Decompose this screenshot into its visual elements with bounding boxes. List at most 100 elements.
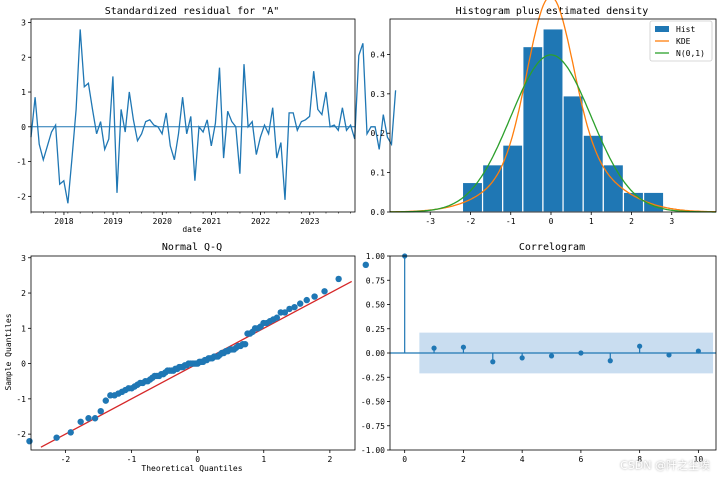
- histogram-bar: [582, 134, 604, 213]
- x-tick-label: 2022: [251, 217, 270, 226]
- acf-marker: [519, 355, 525, 361]
- y-tick-label: 0: [21, 123, 26, 132]
- y-tick-label: 0.2: [371, 129, 386, 138]
- histogram-bar: [481, 164, 504, 213]
- x-tick-label: -3: [425, 217, 435, 226]
- y-axis-label: Sample Quantiles: [4, 313, 13, 390]
- histogram-bar: [522, 45, 544, 213]
- y-tick-label: -2: [16, 430, 26, 439]
- x-tick-label: 2020: [153, 217, 172, 226]
- y-tick-label: 0.3: [371, 90, 386, 99]
- y-tick-label: -0.50: [361, 398, 385, 407]
- y-tick-label: 0.4: [371, 50, 386, 59]
- qq-point: [281, 309, 289, 316]
- qq-point: [335, 275, 342, 283]
- y-tick-label: -0.25: [361, 373, 385, 382]
- qq-point: [303, 296, 310, 304]
- x-axis-label: Theoretical Quantiles: [141, 464, 242, 473]
- y-tick-label: 2: [21, 53, 26, 62]
- y-tick-label: 0.00: [366, 349, 385, 358]
- qq-point: [291, 303, 298, 311]
- qq-point: [102, 397, 109, 404]
- y-tick-label: 0: [21, 360, 26, 369]
- histogram-bar: [461, 181, 484, 213]
- y-tick-label: 1: [21, 324, 26, 333]
- y-tick-label: 3: [21, 18, 26, 27]
- qq-point: [273, 314, 281, 321]
- y-tick-label: 0.25: [366, 325, 385, 334]
- y-tick-label: 1: [21, 88, 26, 97]
- x-tick-label: 3: [669, 217, 674, 226]
- x-tick-label: 2023: [300, 217, 319, 226]
- qq-point: [311, 293, 318, 300]
- chart-title: Histogram plus estimated density: [456, 6, 649, 17]
- x-tick-label: 2: [327, 455, 332, 464]
- x-tick-label: 10: [694, 455, 704, 464]
- chart-title: Correlogram: [519, 242, 585, 253]
- legend-label: KDE: [676, 37, 691, 46]
- y-tick-label: -2: [16, 192, 26, 201]
- x-tick-label: -1: [506, 217, 516, 226]
- x-tick-label: 1: [261, 455, 266, 464]
- x-tick-label: 6: [578, 455, 583, 464]
- y-tick-label: -0.75: [361, 422, 385, 431]
- x-tick-label: -2: [61, 455, 71, 464]
- y-tick-label: -1.00: [361, 446, 385, 455]
- y-tick-label: 0.0: [371, 208, 386, 217]
- y-tick-label: 0.50: [366, 301, 385, 310]
- qq-point: [321, 288, 328, 295]
- acf-marker: [578, 350, 584, 356]
- panel-standardized-residual: Standardized residual for "A" 2018 2019 20…: [16, 6, 397, 234]
- acf-marker: [607, 358, 613, 364]
- x-tick-label: 2019: [103, 217, 122, 226]
- qq-point: [362, 261, 369, 269]
- plot-frame: [30, 18, 356, 213]
- x-tick-label: 0: [402, 455, 407, 464]
- qq-point: [296, 300, 304, 307]
- qq-point: [26, 437, 33, 445]
- histogram-bar: [562, 95, 584, 213]
- qq-point: [286, 305, 293, 313]
- y-tick-label: -1: [16, 158, 26, 167]
- x-tick-label: 2: [461, 455, 466, 464]
- normal-density-curve: [390, 54, 716, 213]
- qq-point: [85, 415, 92, 422]
- acf-marker: [666, 352, 672, 358]
- plot-frame: [30, 255, 356, 451]
- x-tick-label: 2: [629, 217, 634, 226]
- acf-marker: [637, 343, 643, 349]
- y-tick-label: 1.00: [366, 252, 385, 261]
- panel-histogram: Histogram plus estimated density -3 -2 -1 0…: [371, 0, 717, 226]
- y-tick-label: 0.1: [371, 169, 386, 178]
- x-tick-label: 0: [549, 217, 554, 226]
- acf-marker: [548, 353, 555, 359]
- x-tick-label: -2: [466, 217, 476, 226]
- qq-point: [53, 434, 60, 441]
- legend: Hist KDE N(0,1): [649, 20, 713, 62]
- acf-marker: [431, 345, 437, 351]
- watermark: CSDN @阡之尘埃: [620, 459, 710, 472]
- y-tick-label: -1: [16, 395, 26, 404]
- legend-label: N(0,1): [676, 49, 705, 58]
- y-tick-label: 2: [21, 289, 26, 298]
- chart-title: Standardized residual for "A": [105, 6, 280, 17]
- x-tick-label: -1: [127, 455, 137, 464]
- qq-point: [91, 415, 99, 422]
- qq-point: [77, 418, 84, 425]
- x-tick-label: 2021: [202, 217, 221, 226]
- acf-marker: [460, 344, 467, 350]
- plot-frame: [389, 18, 717, 213]
- legend-hist-swatch: [655, 26, 669, 32]
- x-tick-label: 8: [637, 455, 642, 464]
- qq-point: [241, 340, 249, 348]
- panel-correlogram: Correlogram 0 2 4 6 8 10 -1.00 -0.75 -0.50 -0.25 0…: [361, 242, 717, 464]
- x-tick-label: 2018: [54, 217, 73, 226]
- x-tick-label: 0: [195, 455, 200, 464]
- residual-series-line: [30, 29, 397, 204]
- legend-label: Hist: [676, 25, 695, 34]
- acf-marker: [695, 348, 701, 354]
- chart-title: Normal Q-Q: [162, 242, 222, 253]
- acf-marker: [490, 359, 496, 365]
- panel-normal-qq: Normal Q-Q -2 -1 0 1 2 -2 -1 0 1 2 3 Theoretical Q…: [4, 242, 369, 473]
